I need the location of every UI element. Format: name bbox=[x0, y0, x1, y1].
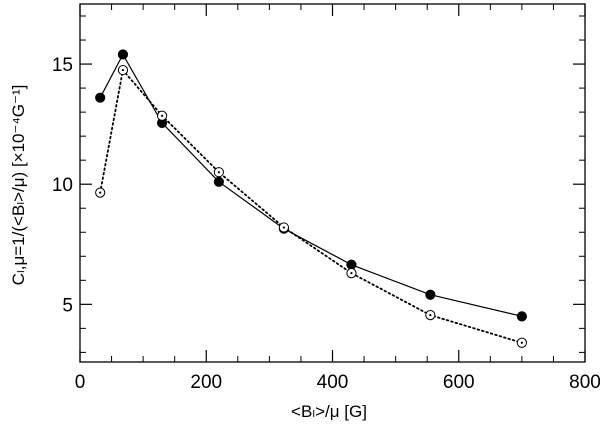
series-1-point bbox=[117, 49, 129, 60]
point-center-dot bbox=[282, 226, 285, 229]
series-2-point bbox=[425, 310, 436, 321]
series-2-point bbox=[213, 167, 224, 178]
y-axis-label: Cₗ,μ=1/(<Bₗ>/μ) [×10⁻⁴G⁻¹] bbox=[9, 85, 28, 286]
series-1-point bbox=[346, 259, 357, 270]
x-tick-label: 0 bbox=[75, 372, 86, 393]
series-1-line bbox=[99, 53, 523, 317]
y-tick-label: 15 bbox=[52, 55, 73, 76]
series-1-point bbox=[425, 289, 436, 300]
point-center-dot bbox=[520, 341, 523, 344]
series-2 bbox=[95, 64, 527, 348]
point-center-dot bbox=[429, 314, 432, 317]
axis-ticks: 0 200 400 600 800 5 10 15 bbox=[52, 4, 600, 393]
point-center-dot bbox=[350, 272, 353, 275]
y-tick-label: 5 bbox=[62, 295, 73, 316]
point-center-dot bbox=[121, 68, 125, 72]
series-2-point bbox=[278, 222, 289, 233]
series-2-point bbox=[346, 268, 357, 279]
x-tick-label: 600 bbox=[443, 372, 475, 393]
x-axis-label: <Bₗ>/μ [G] bbox=[291, 402, 367, 421]
series-layer bbox=[95, 49, 527, 348]
x-tick-label: 400 bbox=[317, 372, 349, 393]
plot-frame bbox=[79, 3, 586, 363]
point-center-dot bbox=[160, 114, 164, 117]
series-1-point bbox=[95, 92, 106, 103]
y-tick-label: 10 bbox=[52, 175, 73, 196]
series-2-point bbox=[117, 64, 129, 76]
series-1-point bbox=[213, 176, 224, 187]
x-tick-label: 200 bbox=[190, 372, 222, 393]
plot-border bbox=[79, 3, 586, 363]
point-center-dot bbox=[217, 171, 220, 174]
series-2-point bbox=[156, 110, 168, 121]
point-center-dot bbox=[99, 191, 102, 194]
series-1-point bbox=[516, 311, 527, 322]
series-2-point bbox=[95, 187, 106, 198]
series-2-line bbox=[99, 68, 523, 344]
series-2-point bbox=[516, 337, 527, 348]
series-1 bbox=[95, 49, 527, 322]
x-tick-label: 800 bbox=[569, 372, 600, 393]
